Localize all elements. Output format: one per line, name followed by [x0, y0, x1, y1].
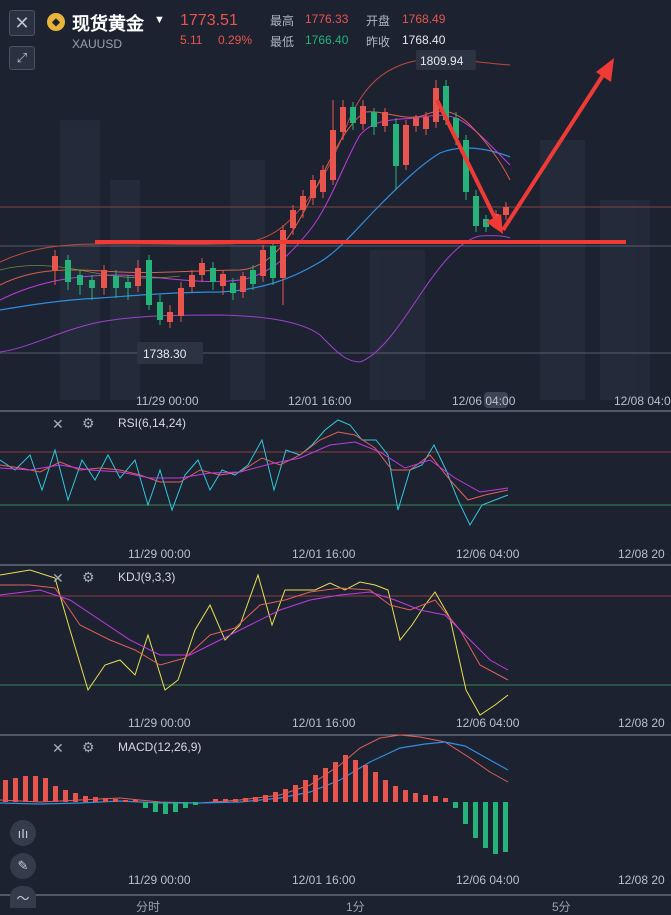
trend-arrows: [435, 58, 614, 234]
close-icon[interactable]: ✕: [52, 570, 64, 586]
high-value: 1776.33: [305, 12, 349, 26]
candlestick-icon: ıIı: [17, 825, 29, 841]
min-price-label: 1738.30: [143, 347, 187, 361]
x-axis-label: 11/29 00:00: [128, 547, 191, 561]
prev-close-value: 1768.40: [402, 33, 446, 47]
x-axis-label: 11/29 00:00: [128, 873, 191, 887]
x-axis-label: 12/06 04:00: [456, 873, 520, 887]
line-tool-button[interactable]: 〜: [10, 886, 36, 908]
macd-histogram: [3, 755, 508, 854]
x-axis-label: 12/08 04:00: [614, 394, 671, 408]
max-price-label: 1809.94: [420, 54, 464, 68]
x-axis-label: 11/29 00:00: [136, 394, 199, 408]
x-axis-label: 11/29 00:00: [128, 716, 191, 730]
indicator-tool-button[interactable]: ıIı: [10, 820, 36, 846]
x-axis-label: 12/08 20: [618, 547, 665, 561]
x-axis-label: 12/08 20: [618, 873, 665, 887]
tab-timeshare[interactable]: 分时: [136, 900, 161, 914]
instrument-symbol: XAUUSD: [72, 37, 123, 51]
tab-5min[interactable]: 5分: [552, 900, 571, 914]
low-value: 1766.40: [305, 33, 349, 47]
x-axis-label: 12/08 20: [618, 716, 665, 730]
gear-icon[interactable]: ⚙: [82, 739, 95, 755]
price-change: 5.11: [180, 33, 203, 47]
chart-header: ✕ ◆ 现货黄金 ▼ XAUUSD 1773.51 5.11 0.29% 最高 …: [0, 0, 671, 52]
macd-label[interactable]: MACD(12,26,9): [118, 740, 202, 754]
gear-icon[interactable]: ⚙: [82, 569, 95, 585]
open-value: 1768.49: [402, 12, 446, 26]
draw-tool-button[interactable]: ✎: [10, 853, 36, 879]
prev-close-label: 昨收: [366, 35, 391, 49]
x-axis-label: 12/06 04:00: [456, 547, 520, 561]
gear-icon[interactable]: ⚙: [82, 415, 95, 431]
expand-button[interactable]: ⤢: [9, 46, 35, 70]
chevron-down-icon[interactable]: ▼: [154, 14, 165, 26]
kdj-label[interactable]: KDJ(9,3,3): [118, 570, 176, 584]
expand-icon: ⤢: [16, 50, 28, 65]
x-axis-label: 12/01 16:00: [292, 716, 356, 730]
x-axis-label: 12/06 04:00: [452, 394, 516, 408]
gold-logo-icon: ◆: [47, 13, 65, 31]
open-label: 开盘: [366, 14, 391, 28]
x-axis-label: 12/01 16:00: [292, 547, 356, 561]
tab-1min[interactable]: 1分: [346, 900, 365, 914]
close-button[interactable]: ✕: [9, 10, 35, 36]
line-chart-icon: 〜: [16, 890, 30, 906]
high-label: 最高: [270, 14, 295, 28]
close-icon: ✕: [14, 12, 30, 33]
x-axis-label: 12/06 04:00: [456, 716, 520, 730]
close-icon[interactable]: ✕: [52, 740, 64, 756]
instrument-title[interactable]: 现货黄金: [72, 14, 144, 34]
pencil-icon: ✎: [17, 858, 29, 873]
price-change-percent: 0.29%: [218, 33, 253, 47]
close-icon[interactable]: ✕: [52, 416, 64, 432]
x-axis-label: 12/01 16:00: [292, 873, 356, 887]
low-label: 最低: [270, 35, 295, 49]
last-price: 1773.51: [180, 12, 238, 29]
rsi-label[interactable]: RSI(6,14,24): [118, 416, 187, 430]
x-axis-label: 12/01 16:00: [288, 394, 352, 408]
